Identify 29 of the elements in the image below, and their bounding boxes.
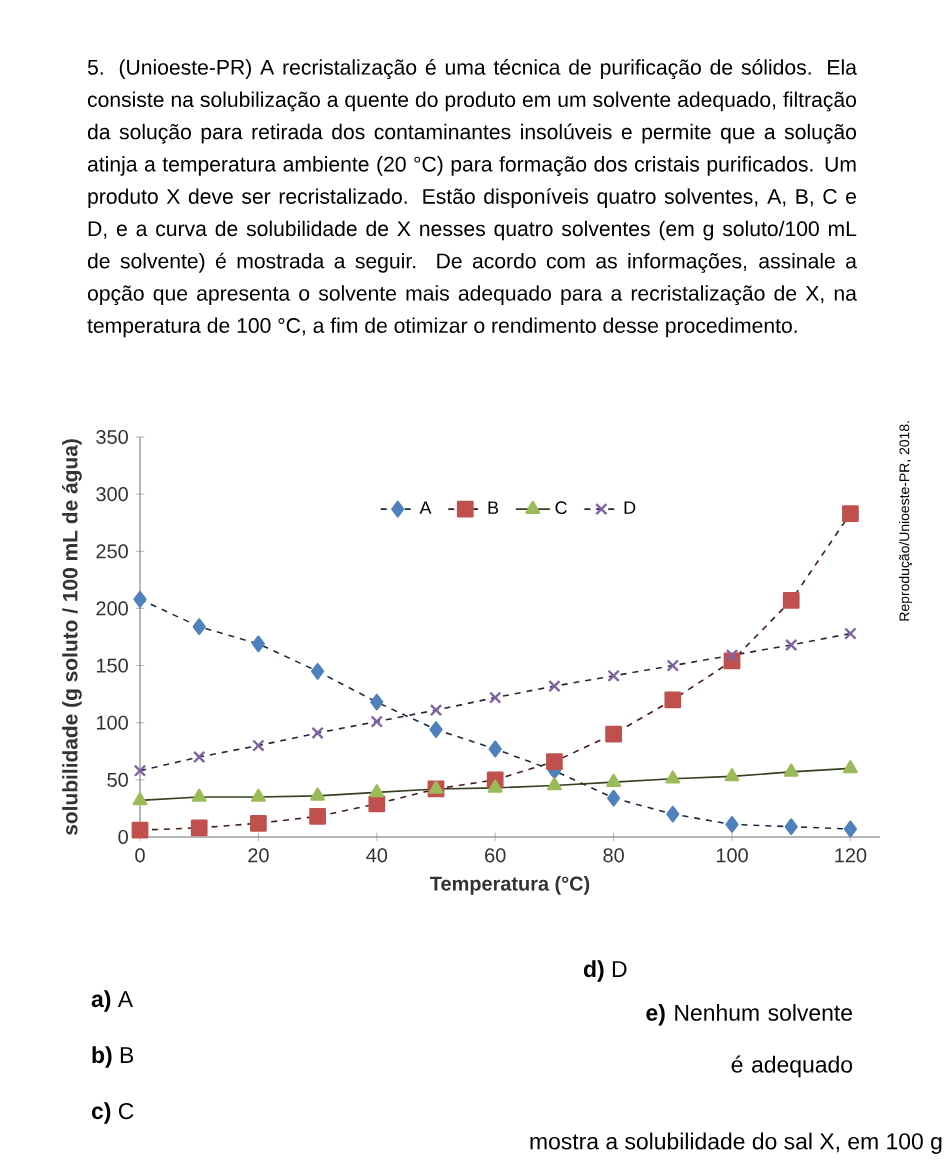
text: d) D: [583, 960, 627, 982]
y-tick-label: 0: [118, 829, 128, 845]
text: e) Nenhum solvente é adequado: [646, 1004, 853, 1078]
x-tick-label: 80: [603, 848, 624, 863]
legend-label: D: [624, 501, 636, 514]
legend-label: A: [419, 501, 432, 514]
text: Reprodução/Unioeste-PR, 2018.: [899, 421, 913, 621]
x-tick-label: 120: [835, 848, 867, 863]
legend-label: C: [555, 501, 567, 515]
x-tick-label: 0: [135, 848, 145, 863]
x-axis-title: Temperatura (°C): [430, 876, 590, 895]
y-tick-label: 200: [96, 601, 128, 616]
text: mostra a solubilidade do sal X, em 100 g: [530, 1132, 942, 1154]
y-tick-label: 100: [97, 715, 128, 730]
y-tick-label: 350: [96, 429, 128, 445]
y-tick-label: 250: [96, 544, 128, 559]
text: b) B: [92, 1046, 134, 1068]
x-tick-label: 20: [248, 848, 269, 863]
x-tick-label: 60: [485, 848, 506, 863]
x-tick-label: 100: [716, 848, 748, 863]
legend-label: B: [488, 501, 499, 514]
y-tick-label: 300: [96, 487, 128, 502]
chart-title: 5. (Unioeste-PR) A recristalização é uma técnica de purificação de sólidos. Ela consiste na solubilização a quente do produto em um solvente adequado, filtração da solução para retirada dos contaminantes insolúveis e permite que a solução atinja a temperatura ambiente (20 °C) para formação dos cristais purificados. Um produto X deve ser recristalizado. Estão disponíveis quatro solventes, A, B, C e D, e a curva de solubilidade de X nesses quatro solventes (em g soluto/100 mL de solvente) é mostrada a seguir. De acordo com as informações, assinale a opção que apresenta o solvente mais adequado para a recristalização de X, na temperatura de 100 °C, a fim de otimizar o rendimento desse procedimento.: [87, 59, 857, 338]
y-axis-title: solubilidade (g soluto / 100 mL de água): [62, 439, 82, 836]
text: a) A: [91, 990, 133, 1012]
y-tick-label: 150: [97, 658, 128, 673]
y-tick-label: 50: [107, 772, 128, 787]
x-tick-label: 40: [366, 848, 388, 863]
text: c) C: [91, 1102, 134, 1124]
